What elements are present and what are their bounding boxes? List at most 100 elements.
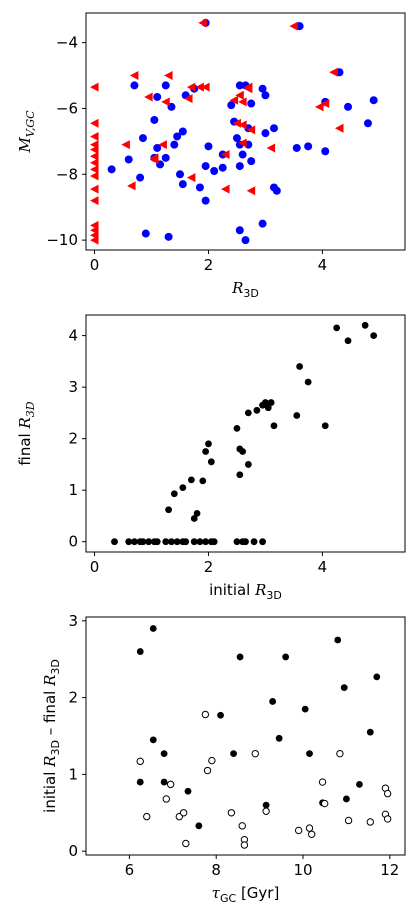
data-point-triangle bbox=[243, 82, 253, 92]
data-point bbox=[293, 412, 301, 419]
data-point-triangle bbox=[221, 150, 230, 160]
data-point bbox=[262, 801, 270, 809]
data-point-open bbox=[251, 749, 259, 758]
x-tick-label: 0 bbox=[90, 558, 100, 576]
data-point bbox=[253, 406, 261, 414]
data-point bbox=[227, 101, 236, 110]
data-point bbox=[205, 440, 212, 448]
data-point-open bbox=[305, 824, 314, 832]
data-point bbox=[178, 180, 187, 189]
data-point-triangle bbox=[232, 118, 241, 128]
data-point bbox=[201, 162, 210, 171]
data-point bbox=[235, 226, 244, 235]
y-tick-label: 3 bbox=[68, 378, 78, 396]
data-point bbox=[334, 636, 342, 644]
data-point bbox=[239, 448, 247, 455]
data-point bbox=[150, 115, 159, 124]
data-point-triangle bbox=[238, 120, 247, 130]
data-point bbox=[241, 236, 250, 245]
data-point-triangle bbox=[90, 151, 99, 161]
data-point-triangle bbox=[329, 67, 338, 77]
data-point bbox=[361, 321, 369, 329]
data-point-triangle bbox=[90, 118, 99, 128]
data-point-triangle bbox=[289, 21, 298, 31]
y-tick-label: −4 bbox=[56, 34, 78, 52]
data-point bbox=[236, 653, 244, 661]
y-tick-label: 0 bbox=[68, 533, 78, 551]
data-point-triangle bbox=[164, 71, 173, 81]
data-point-triangle bbox=[246, 186, 256, 196]
data-point-open bbox=[136, 757, 144, 766]
data-point-open bbox=[201, 710, 210, 719]
data-point-triangle bbox=[238, 138, 247, 148]
data-point bbox=[175, 170, 184, 179]
data-point bbox=[306, 750, 313, 758]
data-point bbox=[244, 409, 252, 417]
data-point bbox=[210, 538, 218, 546]
data-point-triangle bbox=[195, 82, 204, 92]
data-point bbox=[235, 162, 244, 171]
data-point bbox=[218, 163, 227, 172]
data-point-triangle bbox=[238, 97, 247, 107]
data-point bbox=[304, 378, 312, 386]
data-point bbox=[344, 337, 352, 345]
panel-middle: 0 2 4 0 1 2 3 4 initial R3D final R3D bbox=[16, 314, 406, 602]
data-point-triangle bbox=[246, 125, 256, 135]
data-point bbox=[275, 734, 283, 742]
data-point bbox=[179, 484, 187, 491]
data-point-open bbox=[262, 807, 270, 815]
y-tick-label: 4 bbox=[68, 327, 78, 345]
data-point bbox=[173, 538, 181, 546]
data-point-triangle bbox=[158, 140, 167, 150]
data-point bbox=[247, 157, 256, 166]
data-point-triangle bbox=[229, 95, 239, 105]
data-point-open bbox=[208, 756, 216, 765]
data-point bbox=[321, 147, 330, 156]
data-point bbox=[184, 787, 192, 795]
data-point-triangle bbox=[129, 71, 139, 81]
data-point bbox=[333, 324, 341, 332]
data-point-triangle bbox=[90, 164, 99, 174]
y-tick-label: 2 bbox=[68, 689, 78, 707]
y-tick-label: 2 bbox=[68, 430, 78, 448]
data-point bbox=[162, 538, 170, 546]
data-point-triangle bbox=[161, 97, 170, 107]
data-point bbox=[182, 538, 190, 546]
data-point bbox=[202, 538, 210, 546]
data-point-triangle bbox=[121, 140, 130, 150]
data-point-triangle bbox=[266, 143, 276, 153]
data-point bbox=[195, 183, 204, 192]
data-point bbox=[272, 186, 281, 195]
data-point-triangle bbox=[90, 158, 99, 168]
data-point bbox=[202, 448, 210, 455]
data-point bbox=[261, 91, 270, 100]
y-tick-label: −8 bbox=[56, 165, 78, 183]
data-point bbox=[161, 81, 170, 90]
data-point bbox=[165, 506, 172, 514]
data-point bbox=[160, 778, 168, 786]
data-point bbox=[258, 219, 267, 228]
y-tick-label: −10 bbox=[46, 231, 78, 249]
data-point bbox=[136, 778, 144, 786]
data-point bbox=[242, 538, 249, 546]
data-point-triangle bbox=[320, 99, 330, 109]
data-point-triangle bbox=[127, 181, 136, 191]
data-point bbox=[304, 142, 313, 151]
data-point bbox=[196, 538, 204, 546]
data-point bbox=[210, 167, 219, 175]
data-point bbox=[149, 625, 157, 632]
data-point bbox=[247, 99, 256, 108]
x-axis-label: R3D bbox=[231, 279, 259, 300]
data-point-open bbox=[166, 780, 175, 789]
y-tick-label: 3 bbox=[68, 612, 78, 630]
data-point-open bbox=[227, 809, 236, 817]
data-point bbox=[193, 509, 201, 517]
x-tick-label: 2 bbox=[204, 256, 214, 274]
data-point-open bbox=[318, 778, 327, 786]
data-point bbox=[130, 81, 139, 90]
data-point bbox=[139, 538, 147, 546]
data-point bbox=[235, 81, 244, 90]
data-point-triangle bbox=[186, 82, 196, 92]
data-point-open bbox=[383, 815, 392, 823]
